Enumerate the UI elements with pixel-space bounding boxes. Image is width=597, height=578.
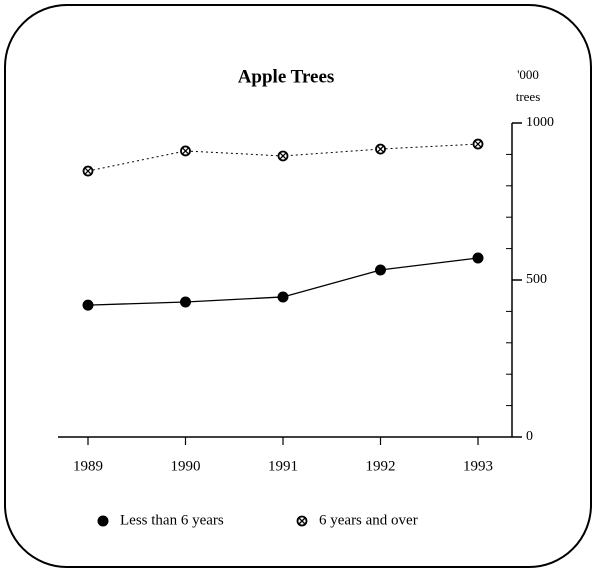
series-line xyxy=(87,143,479,172)
point-hatch xyxy=(377,145,384,153)
point xyxy=(97,515,109,527)
x-tick-label: 1993 xyxy=(463,458,493,474)
chart-title: Apple Trees xyxy=(238,66,335,87)
point-hatch xyxy=(84,167,92,175)
y-tick-label: 0 xyxy=(526,429,533,444)
legend-label: Less than 6 years xyxy=(120,512,224,528)
point xyxy=(375,143,386,155)
point-hatch xyxy=(298,517,306,525)
x-tick-label: 1991 xyxy=(268,458,298,474)
y-axis-label: '000 xyxy=(517,67,539,82)
point xyxy=(82,165,94,177)
y-tick-label: 1000 xyxy=(526,115,554,130)
series xyxy=(82,252,484,311)
legend-marker xyxy=(97,515,109,527)
point xyxy=(82,299,94,311)
x-tick-label: 1989 xyxy=(73,458,103,474)
frame xyxy=(4,4,592,568)
point xyxy=(180,145,191,157)
legend-marker xyxy=(296,515,308,527)
x-tick-label: 1992 xyxy=(366,458,396,474)
x-tick-label: 1990 xyxy=(171,458,201,474)
y-axis-label: trees xyxy=(516,89,541,104)
point xyxy=(277,291,289,303)
point xyxy=(375,264,386,276)
point-hatch xyxy=(474,140,482,148)
point xyxy=(472,138,484,150)
series xyxy=(82,138,484,177)
point xyxy=(472,252,484,264)
point-hatch xyxy=(182,147,189,155)
point xyxy=(277,150,289,162)
point xyxy=(180,296,191,308)
legend-label: 6 years and over xyxy=(319,512,418,528)
point-hatch xyxy=(279,152,287,160)
point xyxy=(296,515,308,527)
y-tick-label: 500 xyxy=(526,272,547,287)
